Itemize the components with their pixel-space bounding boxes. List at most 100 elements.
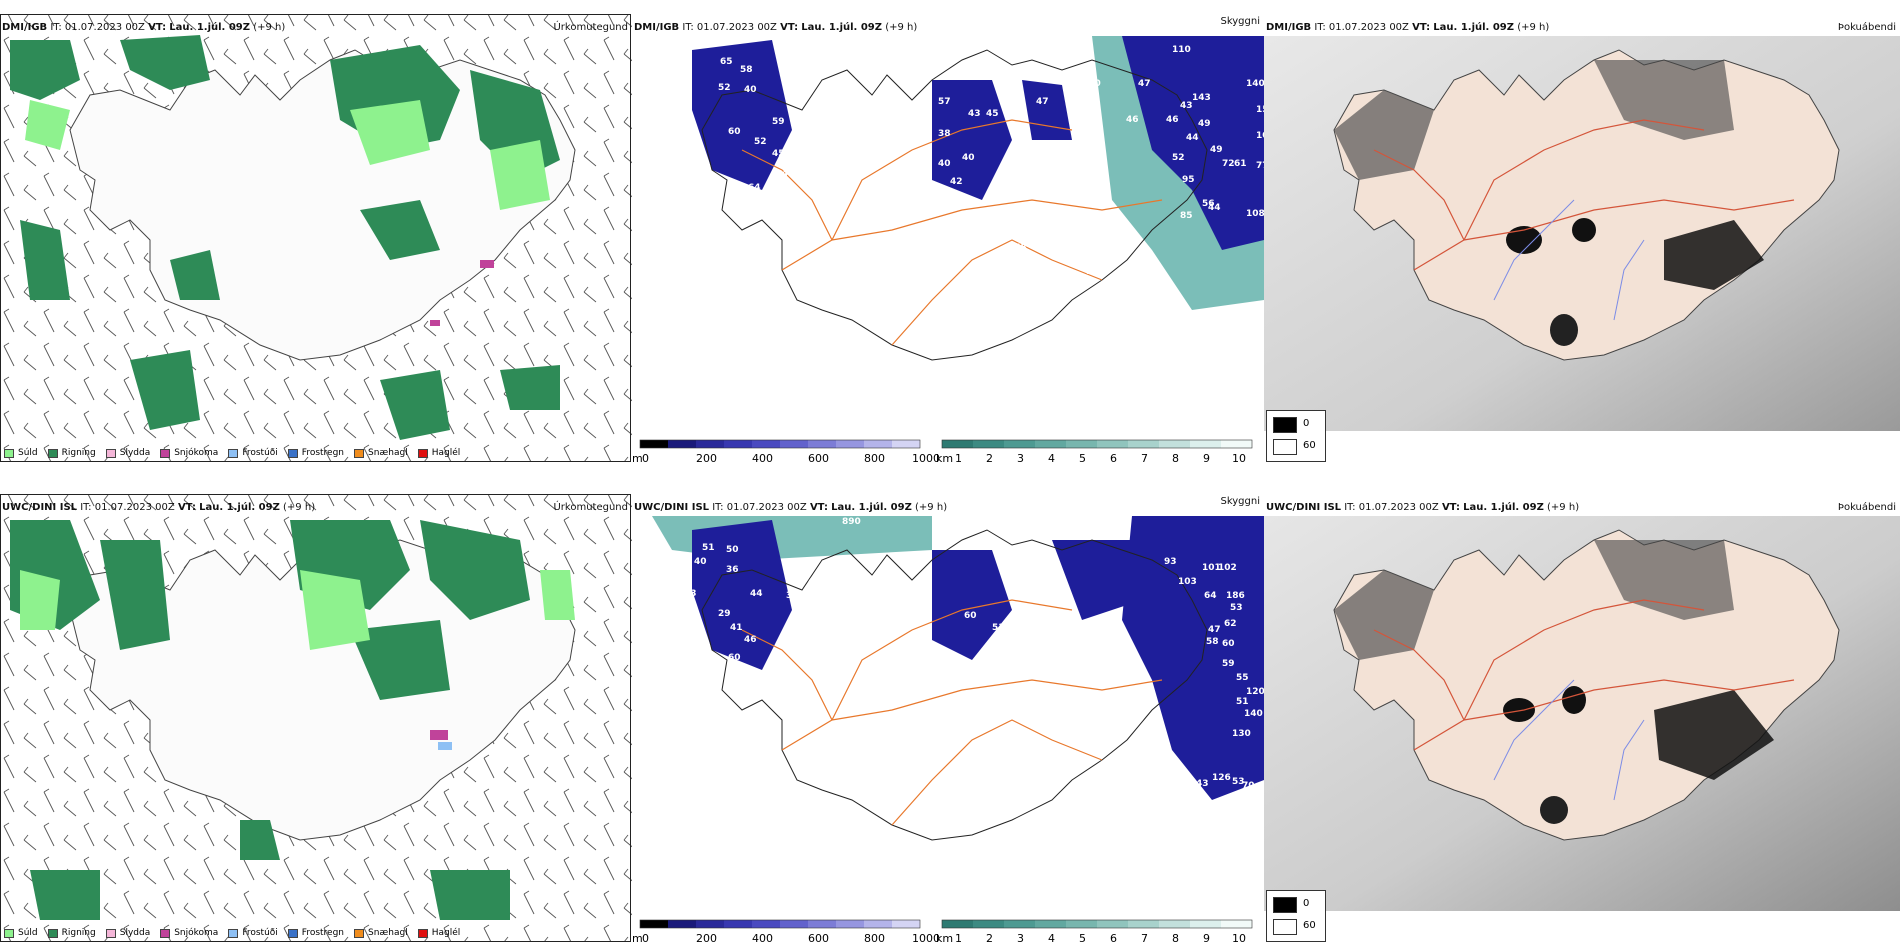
legend-item-frostregn: Frostregn [287,928,344,938]
visibility-value-label: 60 [728,127,741,137]
legend-item-haglel: Haglél [417,928,460,938]
colorbar-tick: 9 [1203,932,1210,945]
fog-area-northeast [1122,36,1264,250]
init-time: IT: 01.07.2023 00Z [80,502,175,513]
colorbar-tick: 4 [1048,932,1055,945]
visibility-panel: 890 51 50 40 36 68 53 50 44 39 29 41 46 60 46 37 42 47 60 5… [632,480,1264,950]
visibility-value-label: 44 [1186,133,1199,143]
colorbar-tick: 4 [1048,452,1055,465]
visibility-value-label: 44 [1060,611,1073,621]
init-time: IT: 01.07.2023 00Z [1314,22,1409,33]
row-uwc: UWC/DINI ISL IT: 01.07.2023 00Z VT: Lau.… [0,480,1900,950]
visibility-value-label: 58 [1206,637,1219,647]
valid-time-label: VT: [809,502,828,513]
visibility-value-label: 130 [1232,729,1251,739]
visibility-value-label: 44 [750,589,763,599]
visibility-value-label: 106 [1216,803,1235,813]
visibility-panel: 65 58 52 40 59 47 60 52 45 48 64 69 57 43 45 38 40 40 42 41… [632,0,1264,470]
swatch [105,928,116,938]
fog-legend-low-label: 60 [1303,440,1316,451]
fog-shading [1334,540,1774,824]
fog-area-westfjords [692,520,792,670]
precip-type-map [0,14,632,462]
valid-time: Lau. 1.júl. 09Z [801,22,882,33]
visibility-colorbar: m 0 200 400 600 800 1000 km 1 2 3 4 5 6 … [632,439,1253,465]
visibility-value-label: 51 [992,623,1005,633]
legend-item-snaehagl: Snæhagl [354,928,408,938]
colorbar-meters [639,919,921,929]
legend-item-sudd: Súld [4,928,38,938]
colorbar-tick: 3 [1017,932,1024,945]
visibility-value-label: 64 [748,183,761,193]
fog-area-east [1122,516,1264,800]
visibility-value-label: 135 [1092,769,1111,779]
visibility-value-label: 40 [744,85,757,95]
visibility-value-label: 99 [1086,267,1099,277]
model-name: UWC/DINI ISL [1266,502,1342,513]
visibility-value-label: 12 [1088,217,1101,227]
valid-time-label: VT: [177,502,196,513]
panel-title: Þokuábendi [1837,22,1896,33]
fog-legend-swatch-high [1273,897,1297,913]
legend-item-frostudi: Frostúði [228,448,278,458]
visibility-value-label: 49 [1210,145,1223,155]
init-time: IT: 01.07.2023 00Z [1344,502,1439,513]
model-name: DMI/IGB [2,22,48,33]
fog-legend-swatch-low [1273,439,1297,455]
visibility-value-label: 69 [884,121,897,131]
precip-legend: Súld Rigning Slydda Snjókoma Frostúði Fr… [4,448,460,458]
visibility-value-label: 97 [1084,83,1097,93]
visibility-value-label: 108 [1246,209,1264,219]
visibility-value-label: 103 [1178,577,1197,587]
visibility-value-label: 68 [678,573,691,583]
colorbar-tick: 200 [696,452,717,465]
colorbar-tick: 6 [1110,932,1117,945]
visibility-value-label: 46 [1166,115,1179,125]
swatch [160,928,171,938]
lead-time: (+9 h) [283,502,316,513]
visibility-value-label: 48 [782,169,795,179]
visibility-value-label: 45 [986,109,999,119]
visibility-value-label: 60 [728,653,741,663]
visibility-value-label: 44 [1208,203,1221,213]
visibility-value-label: 93 [1164,557,1177,567]
swatch [47,448,58,458]
visibility-value-label: 40 [694,557,707,567]
panel-header: DMI/IGB IT: 01.07.2023 00Z VT: Lau. 1.jú… [2,22,285,36]
visibility-value-label: 59 [1222,659,1235,669]
visibility-value-label: 47 [860,665,873,675]
visibility-value-label: 46 [744,635,757,645]
visibility-value-label: 55 [1052,571,1065,581]
fog-legend: 0 60 [1266,410,1326,462]
valid-time-label: VT: [780,22,799,33]
visibility-value-label: 47 [1138,79,1151,89]
valid-time: Lau. 1.júl. 09Z [169,22,250,33]
visibility-value-label: 70 [1242,781,1255,791]
legend-item-rigning: Rigning [47,928,96,938]
visibility-value-label: 126 [1212,773,1231,783]
visibility-value-label: 41 [948,195,961,205]
visibility-value-label: 51 [702,543,715,553]
visibility-value-label: 52 [1172,153,1185,163]
colorbar-tick: 200 [696,932,717,945]
panel-header: UWC/DINI ISL IT: 01.07.2023 00Z VT: Lau.… [634,502,947,516]
colorbar-tick: 6 [1110,452,1117,465]
fog-area-north2 [1022,80,1072,140]
visibility-value-label: 47 [798,117,811,127]
colorbar-tick: 7 [1141,932,1148,945]
legend-item-slydda: Slydda [105,448,150,458]
fog-area-north [932,80,1012,200]
lead-time: (+9 h) [1547,502,1580,513]
visibility-value-label: 159 [1256,105,1264,115]
fog-legend-swatch-low [1273,919,1297,935]
visibility-value-label: 80 [1184,803,1197,813]
visibility-value-label: 46 [930,387,943,397]
visibility-value-label: 45 [772,149,785,159]
colorbar-tick: 10 [1232,932,1246,945]
lead-time: (+9 h) [885,22,918,33]
visibility-value-label: 120 [1246,687,1264,697]
fog-legend-high-label: 0 [1303,898,1310,909]
visibility-value-label: 186 [1226,591,1245,601]
model-name: DMI/IGB [634,22,680,33]
colorbar-tick: 600 [808,452,829,465]
